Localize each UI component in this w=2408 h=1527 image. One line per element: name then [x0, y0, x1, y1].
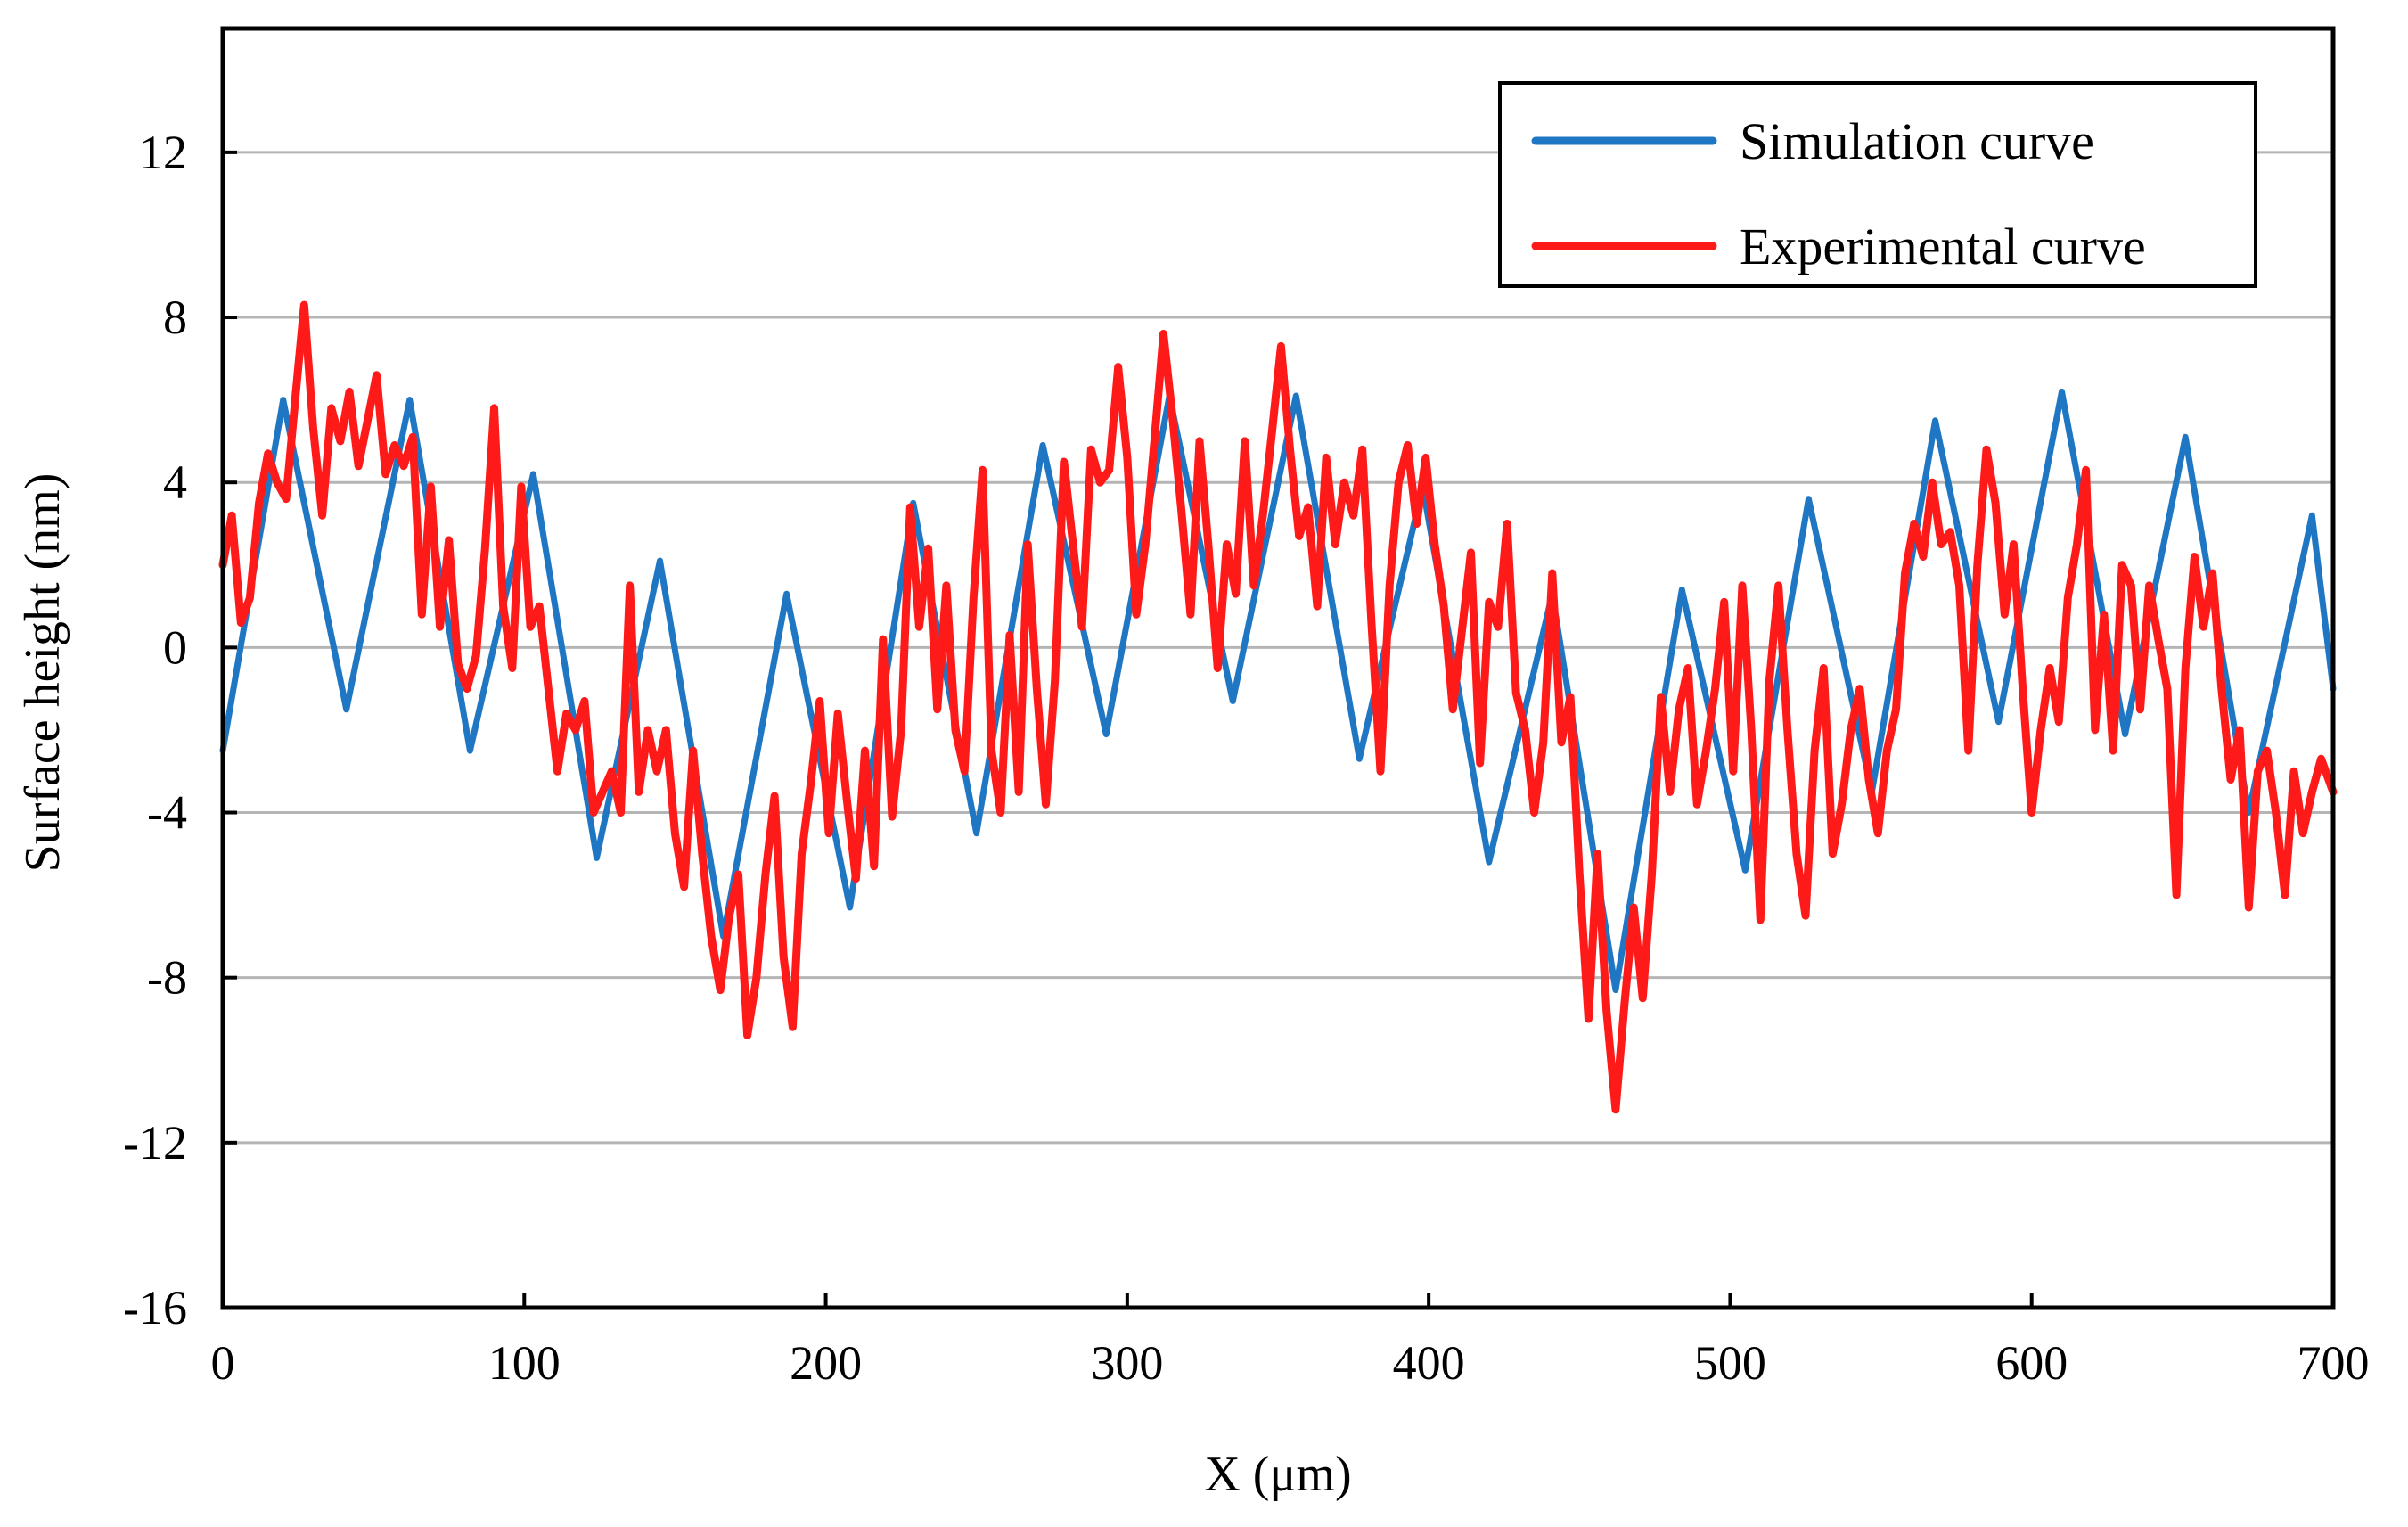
x-tick-label: 100 — [488, 1336, 561, 1390]
x-tick-label: 500 — [1694, 1336, 1766, 1390]
y-tick-label: -4 — [147, 786, 187, 840]
ticks: 12 8 4 0 -4 -8 -12 -16 0 100 200 300 400 500 600 700 — [123, 126, 2369, 1390]
y-tick-label: 12 — [139, 126, 187, 179]
x-tick-label: 300 — [1091, 1336, 1163, 1390]
y-tick-label: 4 — [163, 456, 187, 509]
y-tick-label: -12 — [123, 1116, 187, 1170]
x-tick-label: 0 — [211, 1336, 235, 1390]
x-axis-title: X (μm) — [1204, 1447, 1351, 1502]
legend-box — [1498, 81, 2257, 288]
legend: Simulation curve Experimental curve — [1498, 81, 2257, 288]
y-tick-label: -8 — [147, 951, 187, 1005]
y-axis-title: Surface height (nm) — [15, 473, 70, 873]
y-tick-label: 0 — [163, 620, 187, 674]
y-tick-label: 8 — [163, 291, 187, 344]
x-tick-label: 400 — [1393, 1336, 1465, 1390]
x-tick-label: 600 — [1995, 1336, 2068, 1390]
x-tick-label: 700 — [2297, 1336, 2370, 1390]
x-tick-label: 200 — [790, 1336, 862, 1390]
legend-label-simulation: Simulation curve — [1740, 112, 2094, 170]
series — [218, 300, 2338, 1114]
series-line-experimental — [218, 300, 2338, 1114]
y-tick-label: -16 — [123, 1281, 187, 1334]
plot-frame — [220, 26, 2336, 1310]
legend-label-experimental: Experimental curve — [1740, 218, 2146, 275]
